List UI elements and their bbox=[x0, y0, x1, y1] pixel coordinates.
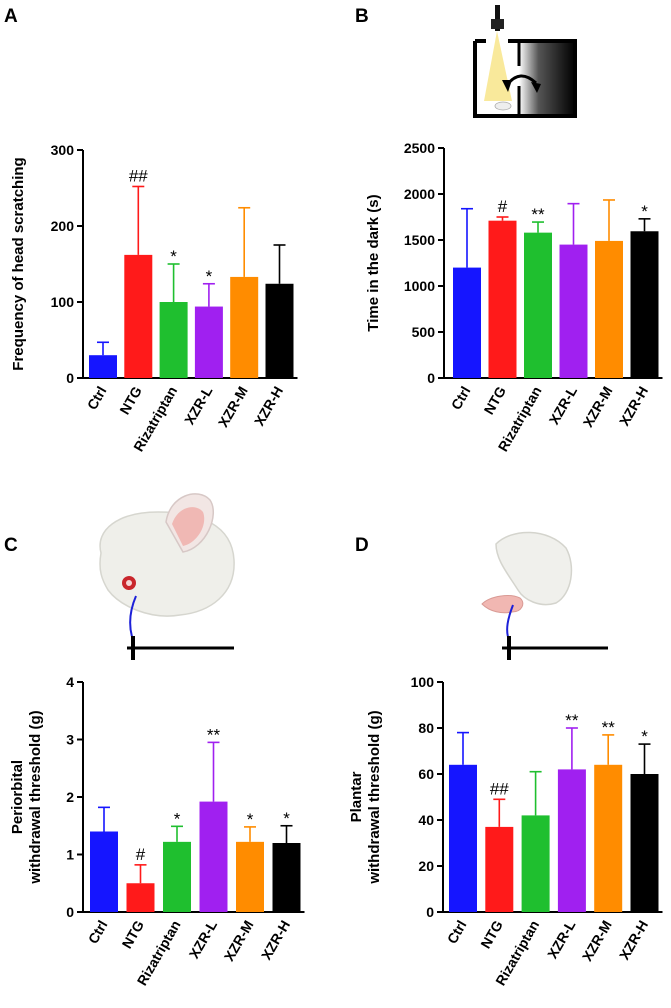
x-tick-label-ctrl: Ctrl bbox=[84, 384, 110, 413]
y-tick-label: 0 bbox=[66, 370, 74, 386]
y-tick-label: 100 bbox=[411, 674, 435, 690]
light-dark-box-icon bbox=[473, 5, 577, 118]
bar-xzr-l bbox=[194, 306, 223, 378]
panel-letter-b: B bbox=[355, 6, 369, 27]
bar-xzr-m bbox=[236, 841, 264, 912]
y-tick-label: 2500 bbox=[404, 140, 435, 156]
bar-xzr-h bbox=[272, 843, 301, 912]
y-tick-label: 20 bbox=[418, 858, 434, 874]
bar-xzr-l bbox=[199, 801, 228, 912]
y-axis-label: Frequency of head scratching bbox=[10, 157, 27, 370]
significance-xzr-h: * bbox=[641, 202, 648, 221]
y-axis-label-line-1: Periorbital bbox=[9, 760, 26, 834]
rat-paw-von-frey-icon bbox=[481, 531, 608, 660]
significance-xzr-l: ** bbox=[565, 711, 579, 730]
x-tick-label-xzr-l: XZR-L bbox=[546, 383, 581, 427]
bar-rizatriptan bbox=[521, 815, 550, 912]
bar-xzr-m bbox=[595, 240, 623, 378]
x-tick-label-xzr-h: XZR-H bbox=[616, 384, 651, 429]
bar-xzr-l bbox=[557, 769, 586, 912]
y-tick-label: 3 bbox=[66, 732, 74, 748]
y-tick-label: 0 bbox=[427, 370, 435, 386]
y-axis-label-line-2: withdrawal threshold (g) bbox=[366, 710, 383, 884]
y-tick-label: 1 bbox=[66, 847, 74, 863]
x-tick-label-ctrl: Ctrl bbox=[85, 918, 111, 947]
x-tick-label-xzr-h: XZR-H bbox=[251, 384, 286, 429]
bar-xzr-h bbox=[265, 283, 294, 378]
significance-xzr-l: * bbox=[206, 267, 213, 286]
x-tick-label-ntg: NTG bbox=[116, 383, 145, 417]
y-tick-label: 80 bbox=[418, 720, 434, 736]
y-tick-label: 2000 bbox=[404, 186, 435, 202]
y-tick-label: 300 bbox=[51, 142, 75, 158]
bar-xzr-l bbox=[559, 244, 588, 378]
significance-xzr-h: * bbox=[641, 727, 648, 746]
significance-ntg: # bbox=[498, 197, 508, 216]
bar-ntg bbox=[126, 883, 155, 912]
bar-ntg bbox=[488, 220, 517, 378]
significance-ntg: ## bbox=[490, 779, 509, 798]
y-tick-label: 1500 bbox=[404, 232, 435, 248]
bar-xzr-m bbox=[230, 276, 259, 378]
x-tick-label-xzr-l: XZR-L bbox=[544, 917, 579, 961]
significance-rizatriptan: ** bbox=[531, 205, 545, 224]
x-tick-label-xzr-l: XZR-L bbox=[186, 917, 221, 961]
bar-ctrl bbox=[453, 267, 481, 378]
significance-ntg: ## bbox=[129, 166, 148, 185]
rat-head-von-frey-icon bbox=[99, 493, 235, 660]
y-tick-label: 0 bbox=[66, 904, 74, 920]
panel-letter-c: C bbox=[4, 535, 18, 556]
significance-xzr-h: * bbox=[283, 809, 290, 828]
bar-ctrl bbox=[449, 764, 477, 912]
y-tick-label: 40 bbox=[418, 812, 434, 828]
bar-ctrl bbox=[90, 831, 118, 912]
significance-xzr-m: * bbox=[247, 810, 254, 829]
bar-ntg bbox=[124, 254, 153, 378]
panel-letter-d: D bbox=[355, 535, 369, 556]
x-tick-label-ntg: NTG bbox=[477, 917, 506, 951]
y-tick-label: 60 bbox=[418, 766, 434, 782]
x-tick-label-xzr-h: XZR-H bbox=[258, 918, 293, 963]
significance-xzr-m: ** bbox=[602, 718, 616, 737]
bar-ctrl bbox=[89, 355, 117, 378]
bar-ntg bbox=[485, 826, 514, 912]
significance-xzr-l: ** bbox=[207, 725, 221, 744]
x-tick-label-ctrl: Ctrl bbox=[448, 384, 474, 413]
y-tick-label: 1000 bbox=[404, 278, 435, 294]
panel-c: C Periorbital withdrawal threshold (g) 0 1 2 3… bbox=[4, 535, 305, 988]
bar-rizatriptan bbox=[524, 232, 552, 378]
x-tick-label-xzr-m: XZR-M bbox=[580, 384, 616, 430]
bar-xzr-h bbox=[630, 231, 659, 378]
bar-xzr-m bbox=[594, 764, 623, 912]
bar-xzr-h bbox=[630, 774, 659, 912]
bar-rizatriptan bbox=[159, 302, 188, 378]
significance-ntg: # bbox=[136, 845, 146, 864]
y-tick-label: 0 bbox=[426, 904, 434, 920]
x-tick-label-ntg: NTG bbox=[118, 917, 147, 951]
panel-b: B Time in the dark (s) 0 500 1000 1500 2000 250… bbox=[355, 6, 663, 454]
y-axis-label: Time in the dark (s) bbox=[365, 194, 382, 331]
x-tick-label-xzr-m: XZR-M bbox=[215, 384, 251, 430]
x-tick-label-ntg: NTG bbox=[480, 383, 509, 417]
significance-rizatriptan: * bbox=[170, 247, 177, 266]
y-tick-label: 200 bbox=[51, 218, 75, 234]
y-tick-label: 500 bbox=[412, 324, 436, 340]
significance-rizatriptan: * bbox=[174, 809, 181, 828]
y-axis-label-line-2: withdrawal threshold (g) bbox=[27, 710, 44, 884]
x-tick-label-xzr-h: XZR-H bbox=[616, 918, 651, 963]
bar-rizatriptan bbox=[163, 841, 191, 912]
y-tick-label: 100 bbox=[51, 294, 75, 310]
x-tick-label-xzr-m: XZR-M bbox=[221, 918, 257, 964]
y-tick-label: 2 bbox=[66, 789, 74, 805]
x-tick-label-ctrl: Ctrl bbox=[444, 918, 470, 947]
panel-letter-a: A bbox=[4, 6, 18, 27]
x-tick-label-xzr-l: XZR-L bbox=[181, 383, 216, 427]
y-tick-label: 4 bbox=[66, 674, 74, 690]
panel-a: A Frequency of head scratching 0 100 200 300 C… bbox=[4, 6, 298, 454]
y-axis-label-line-1: Plantar bbox=[348, 771, 365, 822]
x-tick-label-xzr-m: XZR-M bbox=[579, 918, 615, 964]
